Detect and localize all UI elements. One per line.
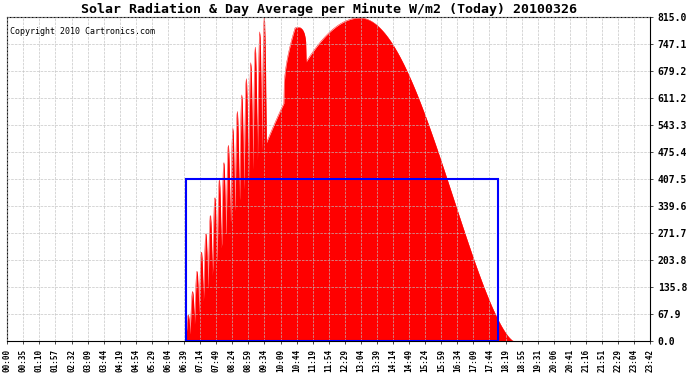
Title: Solar Radiation & Day Average per Minute W/m2 (Today) 20100326: Solar Radiation & Day Average per Minute… bbox=[81, 3, 577, 16]
Text: Copyright 2010 Cartronics.com: Copyright 2010 Cartronics.com bbox=[10, 27, 155, 36]
Bar bbox=[186, 179, 498, 342]
